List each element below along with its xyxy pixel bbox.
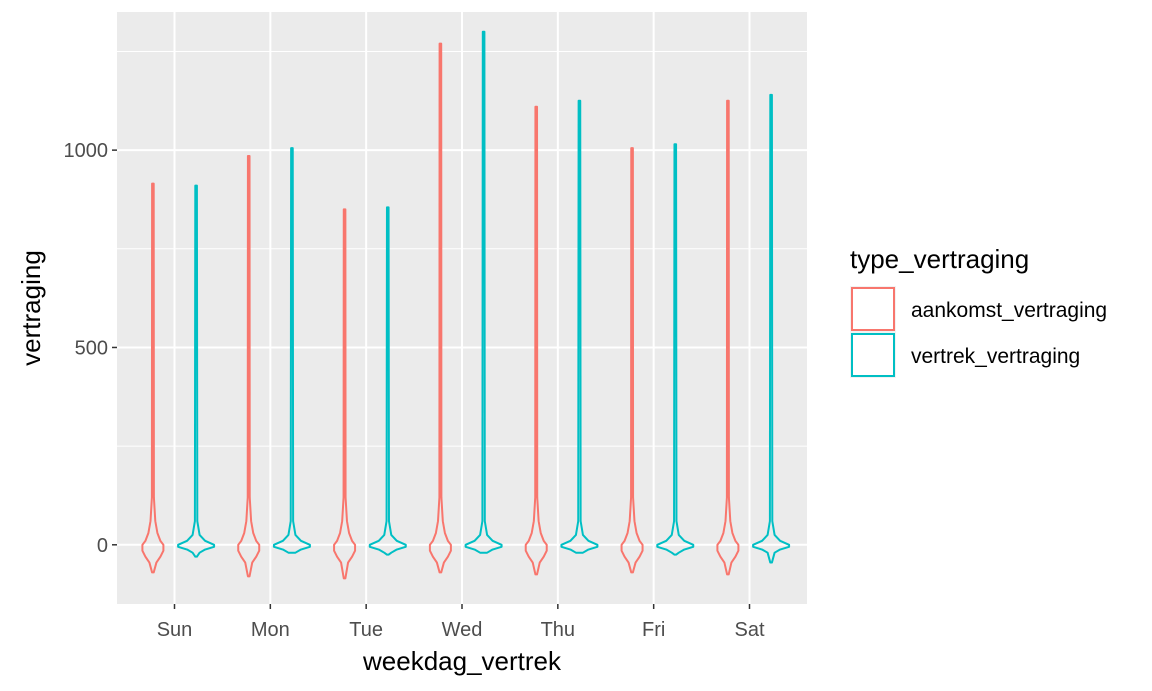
- x-tick-label: Sat: [734, 619, 764, 641]
- x-tick-label: Mon: [251, 619, 290, 641]
- violin-aankomst_vertraging-fri: [620, 147, 644, 574]
- violin-vertrek_vertraging-sun: [177, 184, 216, 558]
- legend-label-vertrek_vertraging: vertrek_vertraging: [911, 345, 1080, 368]
- y-tick-label: 0: [97, 535, 108, 557]
- y-axis: 0 500 1000: [64, 140, 117, 557]
- x-tick-label: Fri: [642, 619, 665, 641]
- violin-aankomst_vertraging-wed: [428, 42, 452, 574]
- x-axis-title: weekdag_vertrek: [362, 646, 562, 676]
- legend-title: type_vertraging: [850, 244, 1029, 274]
- legend-key-vertrek_vertraging: [851, 333, 895, 377]
- gridlines: [117, 12, 807, 604]
- violin-aankomst_vertraging-tue: [333, 208, 357, 580]
- y-axis-title: vertraging: [16, 250, 46, 366]
- violin-aankomst_vertraging-thu: [524, 105, 548, 576]
- violin-vertrek_vertraging-wed: [464, 30, 503, 554]
- x-axis: Sun Mon Tue Wed Thu Fri Sat: [157, 604, 765, 641]
- violin-aankomst_vertraging-mon: [237, 155, 261, 578]
- violin-vertrek_vertraging-fri: [656, 143, 695, 556]
- violin-vertrek_vertraging-mon: [272, 147, 311, 554]
- legend: type_vertraging aankomst_vertragingvertr…: [850, 244, 1107, 378]
- x-tick-label: Wed: [442, 619, 483, 641]
- y-tick-label: 1000: [64, 140, 109, 162]
- y-tick-label: 500: [75, 337, 108, 359]
- violin-aankomst_vertraging-sat: [716, 99, 740, 576]
- violins: [141, 30, 791, 580]
- x-tick-label: Thu: [541, 619, 575, 641]
- x-tick-label: Tue: [349, 619, 383, 641]
- violin-vertrek_vertraging-tue: [368, 206, 407, 556]
- violin-vertrek_vertraging-sat: [752, 93, 791, 564]
- x-tick-label: Sun: [157, 619, 193, 641]
- legend-label-aankomst_vertraging: aankomst_vertraging: [911, 299, 1107, 322]
- legend-items: aankomst_vertraging vertrek_vertraging: [850, 286, 1107, 378]
- violin-vertrek_vertraging-thu: [560, 99, 599, 554]
- legend-key-aankomst_vertraging: [851, 287, 895, 331]
- violin-aankomst_vertraging-sun: [141, 182, 165, 574]
